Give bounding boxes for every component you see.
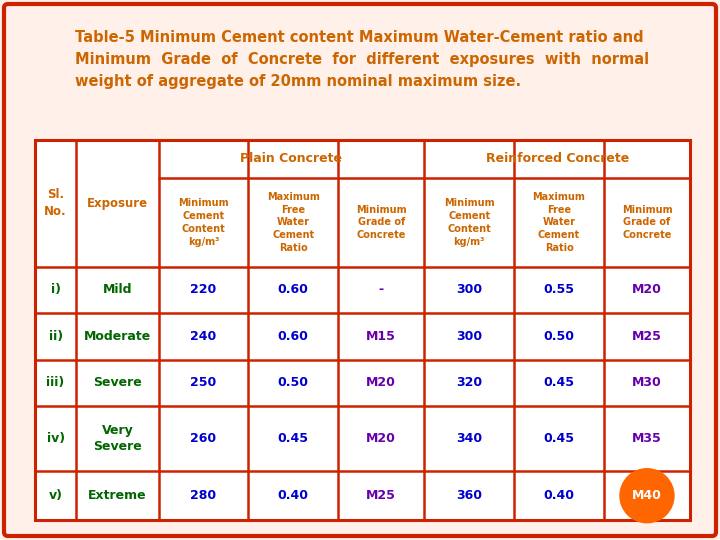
Text: M20: M20 bbox=[632, 284, 662, 296]
Text: weight of aggregate of 20mm nominal maximum size.: weight of aggregate of 20mm nominal maxi… bbox=[75, 74, 521, 89]
Text: 0.40: 0.40 bbox=[278, 489, 309, 502]
Text: Severe: Severe bbox=[93, 376, 142, 389]
Text: Moderate: Moderate bbox=[84, 330, 151, 343]
Text: 0.45: 0.45 bbox=[544, 376, 575, 389]
Text: 250: 250 bbox=[190, 376, 217, 389]
Text: -: - bbox=[379, 284, 384, 296]
Text: iv): iv) bbox=[47, 432, 65, 445]
FancyBboxPatch shape bbox=[4, 4, 716, 536]
Text: 0.55: 0.55 bbox=[544, 284, 575, 296]
Text: 220: 220 bbox=[190, 284, 217, 296]
Bar bbox=[35, 140, 690, 520]
Text: M25: M25 bbox=[632, 330, 662, 343]
Text: 0.50: 0.50 bbox=[544, 330, 575, 343]
Text: Very
Severe: Very Severe bbox=[93, 424, 142, 453]
Text: Maximum
Free
Water
Cement
Ratio: Maximum Free Water Cement Ratio bbox=[267, 192, 320, 253]
Text: 240: 240 bbox=[190, 330, 217, 343]
Text: Minimum
Cement
Content
kg/m³: Minimum Cement Content kg/m³ bbox=[178, 198, 229, 247]
Text: Extreme: Extreme bbox=[88, 489, 147, 502]
Text: 320: 320 bbox=[456, 376, 482, 389]
Text: v): v) bbox=[48, 489, 63, 502]
Text: i): i) bbox=[50, 284, 60, 296]
Text: 0.45: 0.45 bbox=[278, 432, 309, 445]
Text: Minimum
Cement
Content
kg/m³: Minimum Cement Content kg/m³ bbox=[444, 198, 495, 247]
Bar bbox=[35, 140, 690, 520]
Text: Table-5 Minimum Cement content Maximum Water-Cement ratio and: Table-5 Minimum Cement content Maximum W… bbox=[75, 30, 644, 45]
Text: Minimum  Grade  of  Concrete  for  different  exposures  with  normal: Minimum Grade of Concrete for different … bbox=[75, 52, 649, 67]
Text: Plain Concrete: Plain Concrete bbox=[240, 152, 343, 165]
Text: Mild: Mild bbox=[102, 284, 132, 296]
Text: M30: M30 bbox=[632, 376, 662, 389]
Text: M20: M20 bbox=[366, 432, 396, 445]
Text: M20: M20 bbox=[366, 376, 396, 389]
Text: M35: M35 bbox=[632, 432, 662, 445]
Text: Exposure: Exposure bbox=[87, 197, 148, 210]
Text: 280: 280 bbox=[190, 489, 217, 502]
Text: 340: 340 bbox=[456, 432, 482, 445]
Text: ii): ii) bbox=[48, 330, 63, 343]
Text: 0.50: 0.50 bbox=[278, 376, 309, 389]
Text: M15: M15 bbox=[366, 330, 396, 343]
Text: iii): iii) bbox=[47, 376, 65, 389]
Text: 360: 360 bbox=[456, 489, 482, 502]
Text: 0.45: 0.45 bbox=[544, 432, 575, 445]
Text: 0.60: 0.60 bbox=[278, 330, 309, 343]
Text: Minimum
Grade of
Concrete: Minimum Grade of Concrete bbox=[621, 205, 672, 240]
Text: Minimum
Grade of
Concrete: Minimum Grade of Concrete bbox=[356, 205, 407, 240]
Text: Reinforced Concrete: Reinforced Concrete bbox=[485, 152, 629, 165]
Circle shape bbox=[620, 469, 674, 523]
Text: 300: 300 bbox=[456, 284, 482, 296]
Text: 260: 260 bbox=[190, 432, 217, 445]
Text: M40: M40 bbox=[632, 489, 662, 502]
Text: 300: 300 bbox=[456, 330, 482, 343]
Text: 0.40: 0.40 bbox=[544, 489, 575, 502]
Text: Sl.
No.: Sl. No. bbox=[44, 188, 67, 218]
Text: Maximum
Free
Water
Cement
Ratio: Maximum Free Water Cement Ratio bbox=[533, 192, 585, 253]
Text: 0.60: 0.60 bbox=[278, 284, 309, 296]
Text: M25: M25 bbox=[366, 489, 396, 502]
